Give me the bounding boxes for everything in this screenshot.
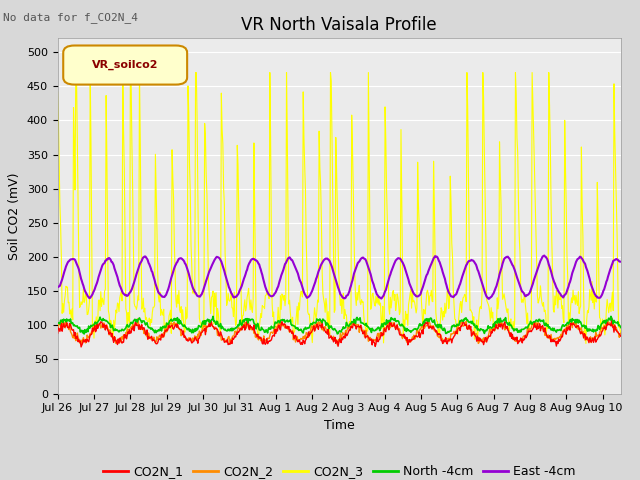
Y-axis label: Soil CO2 (mV): Soil CO2 (mV) xyxy=(8,172,21,260)
FancyBboxPatch shape xyxy=(63,46,187,84)
Text: No data for f_CO2N_4: No data for f_CO2N_4 xyxy=(3,12,138,23)
Legend: CO2N_1, CO2N_2, CO2N_3, North -4cm, East -4cm: CO2N_1, CO2N_2, CO2N_3, North -4cm, East… xyxy=(98,460,580,480)
Title: VR North Vaisala Profile: VR North Vaisala Profile xyxy=(241,16,437,34)
X-axis label: Time: Time xyxy=(324,419,355,432)
Text: VR_soilco2: VR_soilco2 xyxy=(92,60,159,70)
